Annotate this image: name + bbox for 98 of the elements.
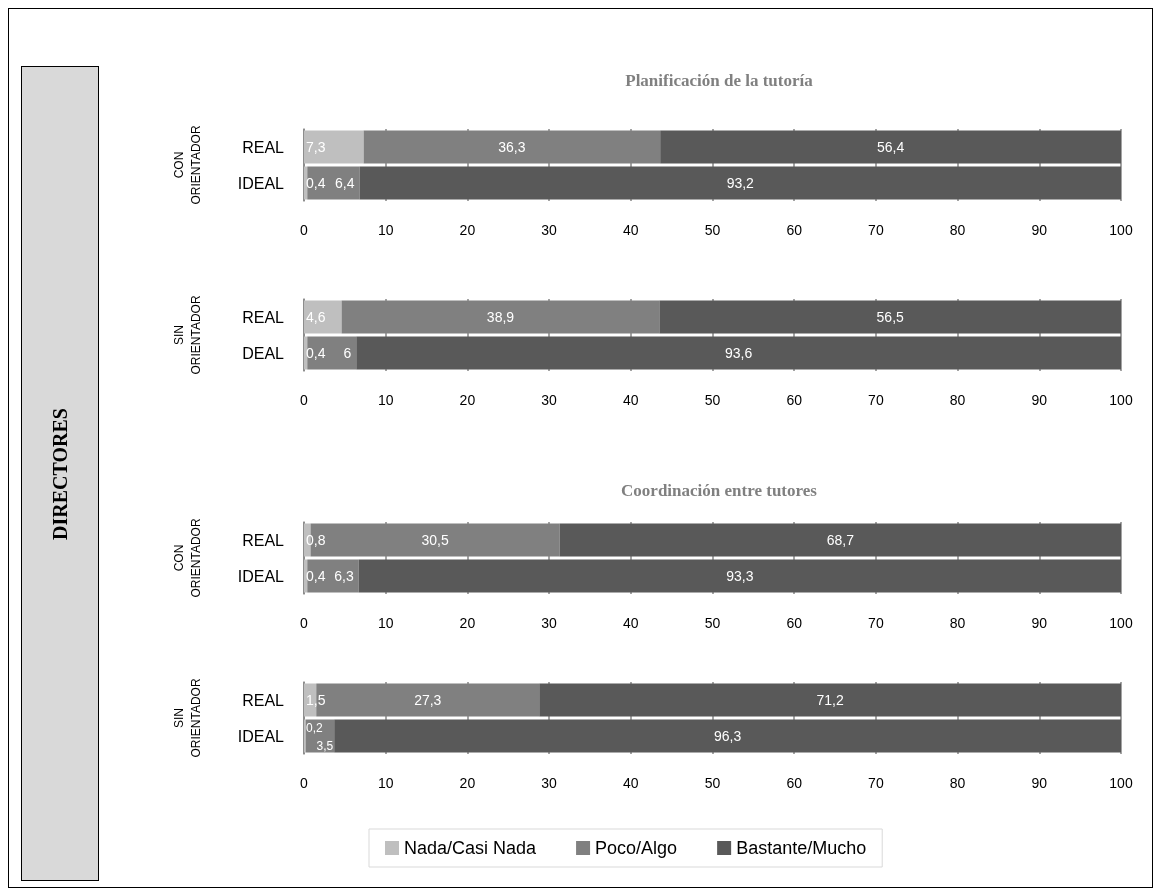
- bar: [358, 559, 1121, 593]
- x-tick-label: 70: [868, 775, 884, 791]
- x-tick-label: 60: [786, 392, 803, 408]
- data-label: 0,8: [306, 532, 326, 548]
- bar: [307, 336, 357, 370]
- data-label: 93,2: [726, 175, 755, 191]
- x-tick-label: 100: [1109, 615, 1133, 631]
- y-tick-label: IDEAL: [237, 567, 285, 585]
- x-tick-label: 80: [949, 222, 966, 238]
- y-axis-title: SIN ORIENTADOR: [171, 295, 203, 375]
- x-tick-label: 70: [868, 392, 884, 408]
- x-tick-label: 60: [786, 222, 803, 238]
- x-tick-label: 50: [704, 392, 721, 408]
- bar: [559, 523, 1121, 557]
- data-label: 7,3: [306, 139, 326, 155]
- x-tick-label: 90: [1031, 775, 1048, 791]
- x-tick-label: 20: [459, 222, 476, 238]
- data-label: 0,4: [306, 568, 326, 584]
- bar: [539, 683, 1121, 717]
- x-tick-label: 70: [868, 222, 884, 238]
- x-tick-label: 30: [541, 392, 558, 408]
- y-axis-title: CON ORIENTADOR: [171, 518, 203, 598]
- x-tick-label: 20: [459, 775, 476, 791]
- bar: [359, 166, 1121, 200]
- bar: [304, 130, 364, 164]
- data-label: 0,4: [306, 345, 326, 361]
- data-label: 93,6: [725, 345, 753, 361]
- legend-label: Bastante/Mucho: [736, 838, 867, 858]
- x-tick-label: 30: [541, 222, 558, 238]
- data-label: 56,4: [876, 139, 905, 155]
- x-tick-label: 0: [300, 775, 309, 791]
- x-tick-label: 90: [1031, 615, 1048, 631]
- chart-title: Coordinación entre tutores: [621, 481, 818, 500]
- data-label: 0,4: [306, 175, 326, 191]
- x-tick-label: 40: [623, 775, 639, 791]
- y-axis-title: SIN ORIENTADOR: [171, 678, 203, 758]
- data-label: 56,5: [876, 309, 905, 325]
- x-tick-label: 0: [300, 392, 309, 408]
- x-tick-label: 80: [949, 775, 966, 791]
- data-label: 68,7: [826, 532, 855, 548]
- data-label: 38,9: [486, 309, 515, 325]
- x-tick-label: 70: [868, 615, 884, 631]
- chart-title: Planificación de la tutoría: [625, 71, 814, 90]
- y-axis-title: CON ORIENTADOR: [171, 125, 203, 205]
- x-tick-label: 20: [459, 615, 476, 631]
- bar: [660, 130, 1121, 164]
- data-label: 0,2: [306, 720, 324, 735]
- data-label: 1,5: [306, 692, 326, 708]
- x-tick-label: 80: [949, 615, 966, 631]
- x-tick-label: 30: [541, 615, 558, 631]
- data-label: 96,3: [713, 728, 742, 744]
- x-tick-label: 60: [786, 615, 803, 631]
- x-tick-label: 20: [459, 392, 476, 408]
- x-tick-label: 30: [541, 775, 558, 791]
- data-label: 93,3: [726, 568, 754, 584]
- x-tick-label: 0: [300, 222, 309, 238]
- x-tick-label: 10: [377, 222, 394, 238]
- data-label: 6,3: [334, 568, 354, 584]
- y-tick-label: IDEAL: [237, 174, 285, 192]
- x-tick-label: 100: [1109, 392, 1133, 408]
- x-tick-label: 60: [786, 775, 803, 791]
- legend-label: Poco/Algo: [595, 838, 678, 858]
- x-tick-label: 100: [1109, 775, 1133, 791]
- data-label: 6,4: [335, 175, 355, 191]
- y-tick-label: DEAL: [242, 344, 285, 362]
- x-tick-label: 80: [949, 392, 966, 408]
- bar: [304, 300, 342, 334]
- bar: [334, 719, 1121, 753]
- x-tick-label: 100: [1109, 222, 1133, 238]
- data-label: 30,5: [421, 532, 449, 548]
- y-tick-label: IDEAL: [237, 727, 285, 745]
- y-tick-label: REAL: [242, 308, 285, 326]
- bar: [356, 336, 1121, 370]
- data-label: 4,6: [306, 309, 326, 325]
- data-label: 27,3: [414, 692, 442, 708]
- x-tick-label: 10: [377, 392, 394, 408]
- x-tick-label: 50: [704, 615, 721, 631]
- y-tick-label: REAL: [242, 138, 285, 156]
- x-tick-label: 50: [704, 775, 721, 791]
- data-label: 6: [343, 345, 352, 361]
- x-tick-label: 10: [377, 775, 394, 791]
- x-tick-label: 40: [623, 615, 639, 631]
- bar: [659, 300, 1121, 334]
- text: DIRECTORES: [48, 407, 72, 540]
- legend-label: Nada/Casi Nada: [404, 838, 538, 858]
- bar: [307, 166, 360, 200]
- x-tick-label: 40: [623, 222, 639, 238]
- y-tick-label: REAL: [242, 531, 285, 549]
- y-tick-label: REAL: [242, 691, 285, 709]
- x-tick-label: 90: [1031, 392, 1048, 408]
- x-tick-label: 50: [704, 222, 721, 238]
- x-tick-label: 40: [623, 392, 639, 408]
- data-label: 71,2: [816, 692, 844, 708]
- x-tick-label: 0: [300, 615, 309, 631]
- data-label: 3,5: [316, 738, 334, 753]
- data-label: 36,3: [498, 139, 526, 155]
- x-tick-label: 90: [1031, 222, 1048, 238]
- x-tick-label: 10: [377, 615, 394, 631]
